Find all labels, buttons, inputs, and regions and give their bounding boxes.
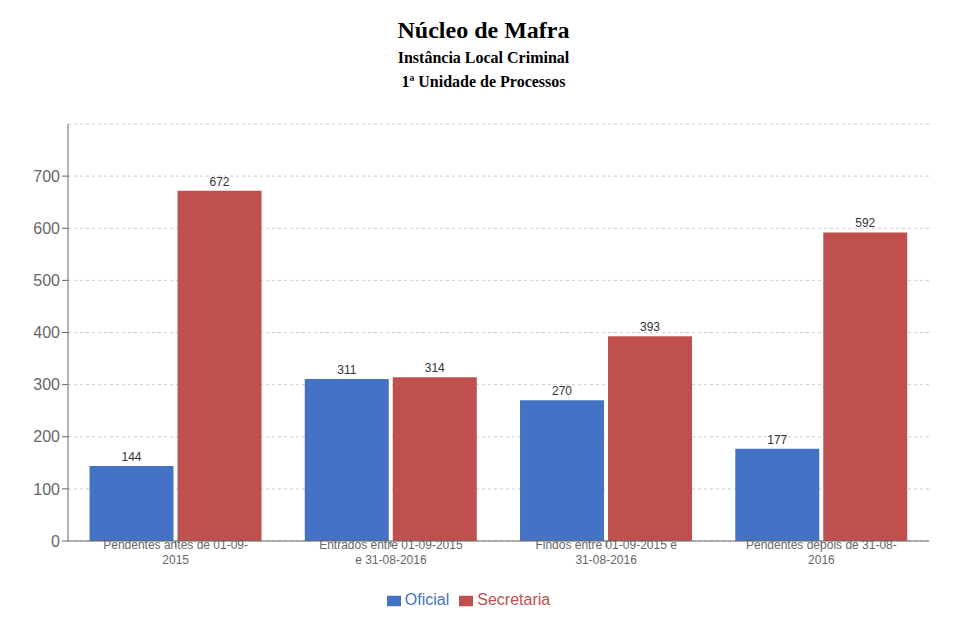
svg-text:400: 400 [33, 324, 60, 341]
html-text:Núcleo de Mafra: Núcleo de Mafra [397, 17, 570, 43]
svg-text:592: 592 [855, 216, 875, 230]
svg-text:100: 100 [33, 481, 60, 498]
svg-text:311: 311 [337, 363, 356, 377]
svg-text:270: 270 [552, 384, 572, 398]
svg-text:0: 0 [51, 533, 60, 550]
svg-text:672: 672 [210, 175, 230, 189]
svg-text:300: 300 [33, 376, 60, 393]
html-text:1ª Unidade de Processos: 1ª Unidade de Processos [401, 73, 566, 90]
svg-text:144: 144 [122, 450, 142, 464]
html-text:Secretaria: Secretaria [477, 591, 551, 608]
svg-text:600: 600 [33, 220, 60, 237]
html-text:Instância Local Criminal: Instância Local Criminal [397, 49, 570, 66]
svg-text:Pendentes antes de 01-09-2015: Pendentes antes de 01-09-2015 [103, 538, 248, 567]
svg-text:Findos entre 01-09-2015 e31-08: Findos entre 01-09-2015 e31-08-2016 [535, 538, 677, 567]
svg-text:Entrados entre 01-09-2015e 31-: Entrados entre 01-09-2015e 31-08-2016 [319, 538, 463, 567]
html-text:Oficial: Oficial [404, 591, 450, 608]
svg-text:200: 200 [33, 428, 60, 445]
svg-text:177: 177 [767, 433, 787, 447]
svg-text:500: 500 [33, 272, 60, 289]
svg-text:700: 700 [33, 168, 60, 185]
svg-text:393: 393 [640, 320, 660, 334]
svg-text:Pendentes depois de 31-08-2016: Pendentes depois de 31-08-2016 [746, 538, 897, 567]
svg-text:314: 314 [425, 361, 445, 375]
